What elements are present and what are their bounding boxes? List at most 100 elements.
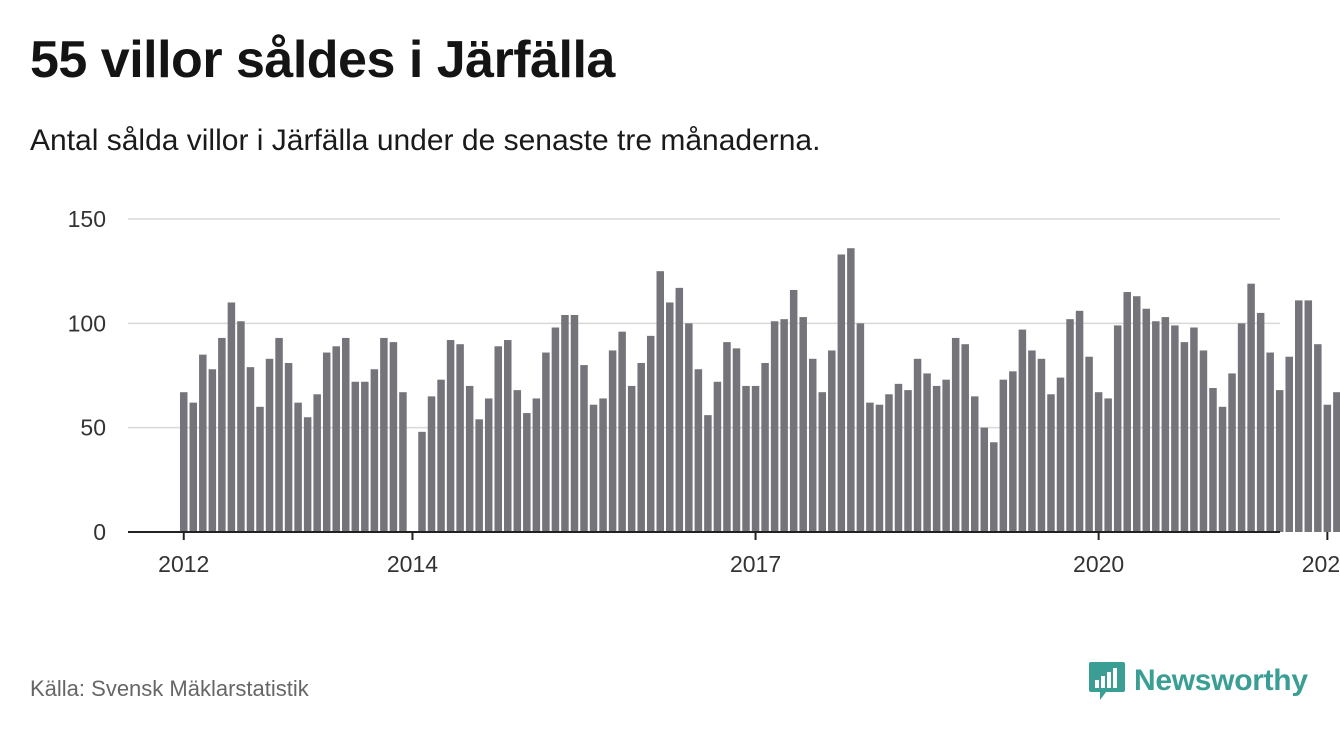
bar [1123, 292, 1131, 532]
x-tick-label-2020: 2020 [1073, 551, 1124, 577]
bar [1104, 398, 1112, 532]
bar [1075, 310, 1084, 532]
y-tick-label-0: 0 [93, 519, 106, 545]
bar [847, 248, 855, 532]
bar [1161, 317, 1170, 532]
bar [465, 385, 474, 532]
bar [313, 394, 321, 532]
bar [1323, 404, 1332, 532]
bar [1247, 283, 1255, 532]
brand-name: Newsworthy [1134, 664, 1308, 697]
bar [685, 323, 693, 532]
bar [646, 335, 655, 532]
bar [580, 365, 588, 532]
bar [1218, 406, 1227, 532]
source-note: Källa: Svensk Mäklarstatistik [30, 676, 309, 701]
bar [180, 392, 188, 532]
bar [561, 314, 569, 532]
bar [208, 369, 217, 532]
bar [542, 352, 550, 532]
bar [237, 321, 245, 532]
bar [256, 406, 264, 532]
bar [494, 346, 502, 532]
chart-subtitle: Antal sålda villor i Järfälla under de s… [30, 124, 821, 157]
bar [475, 419, 483, 532]
bar [608, 350, 617, 532]
bar [1295, 300, 1303, 532]
bar [589, 404, 598, 532]
brand-logo: Newsworthy [1088, 660, 1308, 702]
bar [1237, 323, 1246, 532]
bar [1256, 312, 1265, 532]
bar [523, 413, 531, 532]
bar [1142, 308, 1151, 532]
bar [1066, 319, 1074, 532]
bar [1047, 394, 1055, 532]
gridlines [128, 218, 1280, 429]
bar-chart-speech-bubble-icon [1089, 662, 1125, 700]
bar [751, 385, 760, 532]
bar [704, 415, 712, 532]
bar [303, 417, 312, 532]
bar [1028, 350, 1036, 532]
bar [666, 302, 674, 532]
bar [723, 342, 731, 532]
bar [1018, 329, 1027, 532]
bar [599, 398, 607, 532]
bar [1285, 356, 1293, 532]
bar [1190, 327, 1198, 532]
bar [828, 350, 836, 532]
bar [513, 390, 522, 532]
bar [713, 381, 722, 532]
x-tick-label-2014: 2014 [387, 551, 438, 577]
bar [1037, 358, 1046, 532]
bar [1180, 342, 1189, 532]
bar [189, 402, 198, 532]
x-tick-label-2012: 2012 [158, 551, 209, 577]
bar [866, 402, 874, 532]
bar [370, 369, 379, 532]
bar [1199, 350, 1208, 532]
bar [351, 381, 360, 532]
y-axis-labels: 0 50 100 150 [68, 206, 106, 545]
bar [770, 321, 779, 532]
bar [332, 346, 340, 532]
bar [389, 342, 398, 532]
bar [942, 379, 950, 532]
bar [780, 319, 788, 532]
chart-title: 55 villor såldes i Järfälla [30, 31, 615, 89]
bar [1009, 371, 1017, 532]
bar [218, 337, 226, 532]
bar [504, 340, 512, 532]
bar [294, 402, 302, 532]
bars [180, 248, 1340, 532]
bar [990, 442, 998, 532]
bar [418, 431, 426, 532]
bar [551, 327, 560, 532]
x-tick-label-2022: 2022 [1302, 551, 1340, 577]
bar [437, 379, 445, 532]
bar [732, 348, 741, 532]
bar [1171, 325, 1179, 532]
bar [837, 254, 846, 532]
bar [970, 396, 979, 532]
bar [1266, 352, 1274, 532]
bar [484, 398, 493, 532]
bar [808, 358, 817, 532]
bar [532, 398, 541, 532]
bar [789, 289, 798, 532]
bar [284, 362, 293, 532]
bar [627, 385, 636, 532]
bar [322, 352, 331, 532]
bar [380, 337, 388, 532]
x-axis: 2012 2014 2017 2020 2022 [128, 531, 1340, 577]
bar [1228, 373, 1236, 532]
bar [885, 394, 893, 532]
y-tick-label-150: 150 [68, 206, 106, 232]
bar [999, 379, 1008, 532]
bar [1133, 296, 1141, 532]
bar [275, 337, 283, 532]
bar [399, 392, 407, 532]
bar [1333, 392, 1340, 532]
